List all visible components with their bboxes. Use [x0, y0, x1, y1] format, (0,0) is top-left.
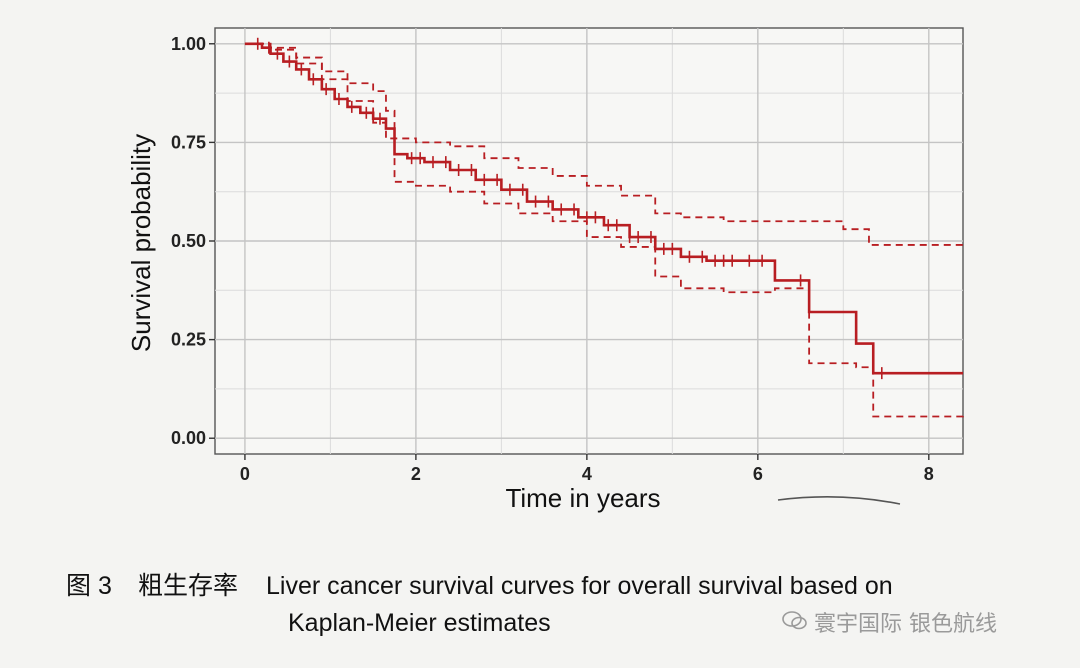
y-tick-label: 0.50	[171, 231, 206, 251]
series-upper-ci	[244, 42, 963, 246]
y-tick-label: 1.00	[171, 34, 206, 54]
x-tick-label: 4	[582, 464, 592, 484]
y-tick-label: 0.00	[171, 428, 206, 448]
series-lower-ci	[244, 42, 964, 418]
y-tick-label: 0.25	[171, 330, 206, 350]
series-estimate	[244, 42, 963, 375]
caption-title-en-line2: Kaplan-Meier estimates	[288, 609, 551, 637]
censor-marks	[256, 37, 883, 380]
pen-stroke-mark	[777, 496, 901, 505]
x-axis-label: Time in years	[505, 483, 660, 513]
grid-lines	[215, 28, 963, 454]
x-tick-label: 2	[411, 464, 421, 484]
survival-curve	[244, 42, 963, 375]
x-tick-label: 8	[924, 464, 934, 484]
caption-line-1: 图 3 粗生存率 Liver cancer survival curves for …	[66, 568, 1046, 605]
figure-caption: 图 3 粗生存率 Liver cancer survival curves for …	[66, 568, 1046, 642]
x-axis-ticks: 0 2 4 6 8	[240, 454, 934, 484]
y-axis-ticks: 0.00 0.25 0.50 0.75 1.00	[171, 34, 215, 448]
wechat-icon	[782, 611, 808, 637]
caption-title-en-line1: Liver cancer survival curves for overall…	[266, 572, 893, 600]
survival-chart: 0 2 4 6 8 0.00 0.25 0.50 0.75 1.00 Time in years…	[126, 27, 964, 513]
y-axis-label: Survival probability	[126, 134, 156, 352]
watermark: 寰宇国际 银色航线	[782, 606, 997, 638]
y-tick-label: 0.75	[171, 132, 206, 152]
figure-label: 图 3	[66, 572, 112, 600]
x-tick-label: 6	[753, 464, 763, 484]
confidence-bands	[244, 42, 964, 418]
x-tick-label: 0	[240, 464, 250, 484]
caption-title-cn: 粗生存率	[138, 572, 239, 600]
watermark-text: 寰宇国际 银色航线	[814, 612, 997, 637]
